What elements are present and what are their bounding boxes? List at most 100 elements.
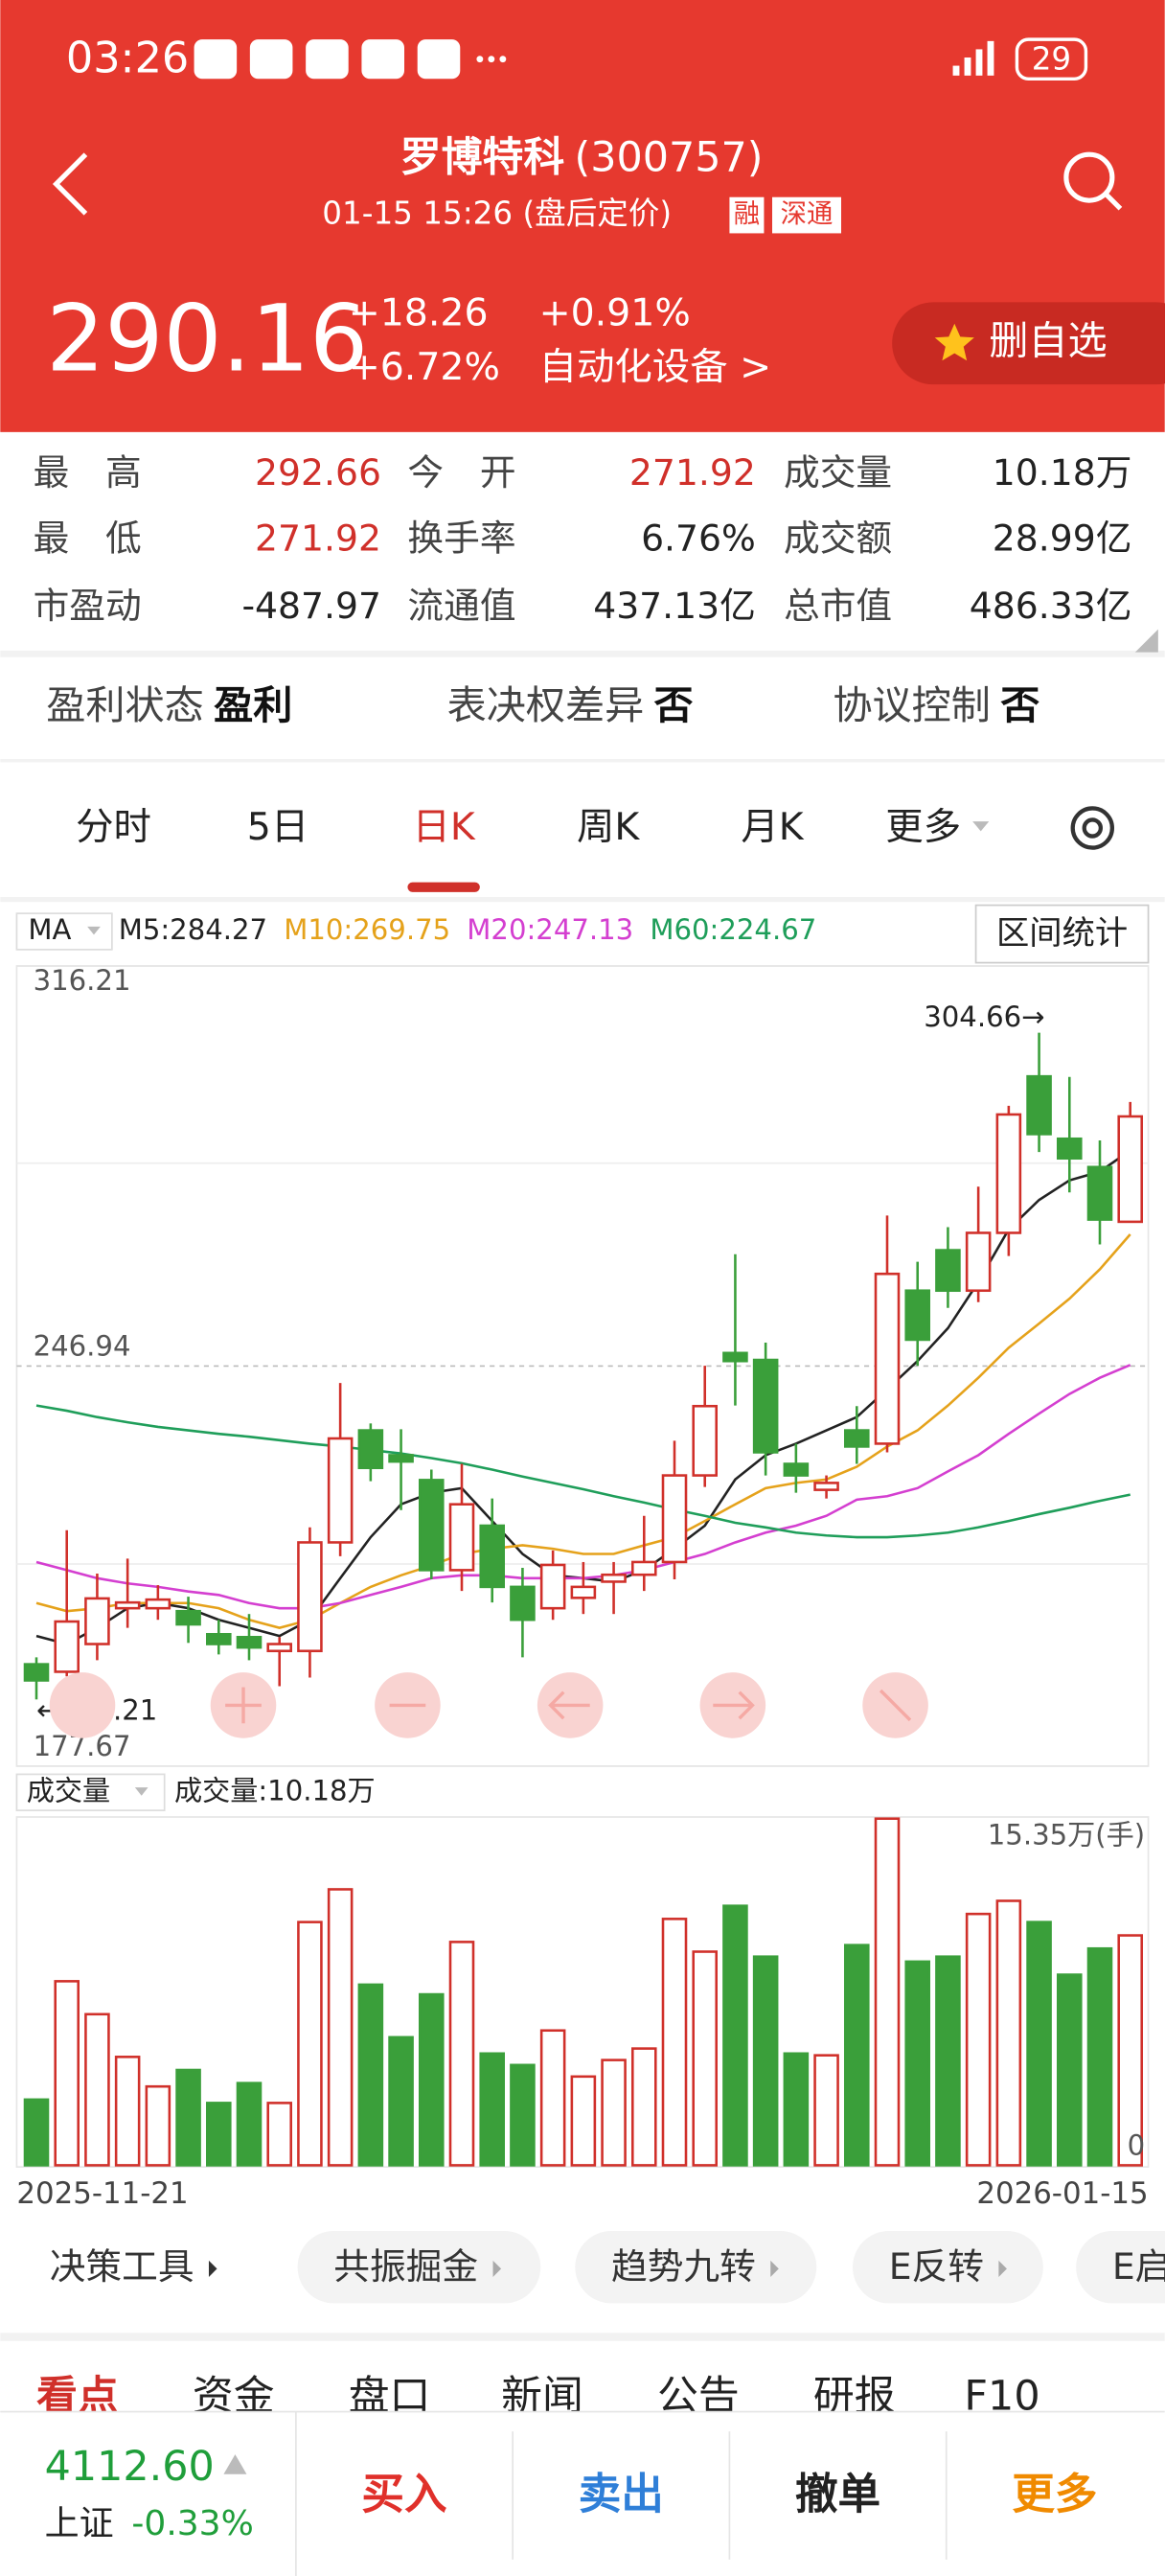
candle-body <box>631 1560 657 1576</box>
ma-legend: M5:284.27 <box>119 913 267 946</box>
tab-indicator <box>407 882 480 892</box>
ma-selector-box[interactable] <box>15 912 113 951</box>
candle-body <box>965 1231 992 1293</box>
tag-bg <box>772 196 841 234</box>
expand-corner[interactable] <box>1134 629 1158 653</box>
interval-button-box[interactable] <box>974 904 1150 964</box>
watch-button[interactable] <box>892 302 1165 385</box>
price: 290.16 <box>46 285 368 392</box>
chart-controls[interactable] <box>49 1672 928 1738</box>
badge[interactable]: 盈利状态 盈利 <box>46 682 292 728</box>
index-name[interactable]: 上证 <box>45 2504 114 2543</box>
sector-pct: +0.91% <box>539 291 691 335</box>
tab[interactable]: 日K <box>413 805 476 849</box>
volume-bar <box>965 1912 992 2167</box>
divider <box>0 2333 1165 2341</box>
stat-value: 292.66 <box>255 451 381 494</box>
volume-label: 成交量:10.18万 <box>174 1774 376 1806</box>
candle-body <box>23 1663 50 1682</box>
volume-bar <box>175 2068 201 2167</box>
stat-label: 今 开 <box>407 451 515 494</box>
tool[interactable]: 决策工具 <box>50 2245 194 2288</box>
badge[interactable]: 表决权差异否 <box>447 682 694 728</box>
ma-selector[interactable]: MA <box>28 913 71 946</box>
interval-button[interactable]: 区间统计 <box>996 914 1128 953</box>
tab[interactable]: 分时 <box>76 805 151 849</box>
tool-bar: 决策工具 共振掘金 趋势九转 E反转 E启 <box>50 2231 1165 2304</box>
volume-bar <box>570 2075 597 2167</box>
volume-bar <box>448 1941 475 2167</box>
volume-bar <box>904 1960 930 2167</box>
stat-value: -487.97 <box>241 585 381 627</box>
kline-chart: M5:284.27 M10:269.75 M20:247.13 M60:224.67 3… <box>16 913 1149 2211</box>
trade-buttons: 买入 卖出 撤单 更多 <box>361 2470 1097 2519</box>
volume-bar <box>236 2082 263 2167</box>
index-pct[interactable]: -0.33% <box>131 2504 253 2543</box>
candle-body <box>145 1598 171 1610</box>
candle-body <box>448 1503 475 1572</box>
battery-level: 29 <box>1032 40 1071 77</box>
volume-bar <box>145 2084 171 2167</box>
search-button[interactable] <box>1063 151 1123 211</box>
candle-body <box>479 1524 506 1589</box>
badge-value: 盈利 <box>214 682 292 728</box>
watch-label[interactable]: 删自选 <box>989 317 1107 363</box>
back-button[interactable] <box>52 152 88 216</box>
candle-body <box>874 1272 901 1445</box>
y-tick-label: 316.21 <box>34 964 131 997</box>
trade-button[interactable]: 撤单 <box>795 2470 880 2519</box>
badges: 盈利状态 盈利 表决权差异否 协议控制否 <box>46 682 1039 728</box>
candle-body <box>661 1474 688 1564</box>
index-arrow <box>223 2454 247 2474</box>
ma-line <box>35 1404 1131 1539</box>
tool-pill[interactable] <box>1076 2231 1165 2304</box>
volume-bar <box>1026 1920 1052 2167</box>
volume-max-label: 15.35万(手) <box>988 1819 1145 1852</box>
candle-body <box>54 1620 80 1673</box>
tab[interactable]: 更多 <box>885 805 961 849</box>
trade-button[interactable]: 更多 <box>1012 2470 1097 2519</box>
tab[interactable]: 月K <box>741 805 804 849</box>
tool-pill[interactable] <box>853 2231 1043 2304</box>
trade-button[interactable]: 买入 <box>361 2470 446 2519</box>
stat-label: 市盈动 <box>34 585 142 627</box>
tool-pill[interactable] <box>297 2231 541 2304</box>
stat-label: 成交量 <box>784 451 892 494</box>
volume-bar <box>23 2098 50 2167</box>
index-value[interactable]: 4112.60 <box>45 2443 215 2491</box>
trade-button[interactable]: 卖出 <box>579 2470 664 2519</box>
volume-title-box[interactable] <box>15 1773 166 1811</box>
change: +18.26 <box>349 291 489 335</box>
bottom-bar <box>0 2411 1165 2576</box>
badge-value: 否 <box>653 682 693 728</box>
tool[interactable]: 共振掘金 <box>333 2245 478 2288</box>
divider <box>0 650 1165 657</box>
tab[interactable]: 5日 <box>247 805 308 849</box>
stat-label: 最 高 <box>34 451 142 494</box>
badge[interactable]: 协议控制否 <box>833 682 1039 728</box>
settings-button[interactable] <box>1070 806 1114 850</box>
tool-arrow <box>208 2260 217 2277</box>
battery <box>1015 37 1088 80</box>
tool-pill[interactable] <box>575 2231 817 2304</box>
sector[interactable]: 自动化设备 > <box>539 345 772 389</box>
candle-body <box>844 1429 870 1448</box>
ma-legend: M20:247.13 <box>467 913 633 946</box>
volume-title[interactable]: 成交量 <box>27 1774 110 1806</box>
tab[interactable]: 周K <box>577 805 640 849</box>
tool[interactable]: E启 <box>1112 2245 1165 2288</box>
candle-body <box>1057 1137 1083 1161</box>
x-start-label: 2025-11-21 <box>16 2176 188 2211</box>
stock-name: 罗博特科 <box>400 133 565 181</box>
volume-bar <box>206 2102 232 2167</box>
tag-bg <box>729 196 765 234</box>
tool[interactable]: 趋势九转 <box>611 2245 756 2288</box>
dropdown-icon <box>134 1787 148 1796</box>
volume-bar <box>54 1980 80 2167</box>
volume-bar <box>844 1944 870 2167</box>
tool[interactable]: E反转 <box>889 2245 984 2288</box>
volume-bar <box>84 2012 110 2167</box>
clock: 03:26 <box>66 33 189 82</box>
candle-body <box>175 1609 201 1626</box>
